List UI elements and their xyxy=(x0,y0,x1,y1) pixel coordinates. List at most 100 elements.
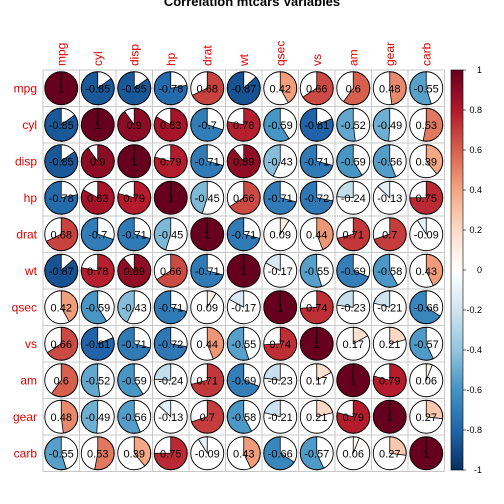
cell-carb-vs: -0.57 xyxy=(299,436,334,471)
pie-outline xyxy=(372,363,407,398)
pie-outline xyxy=(153,290,188,325)
cell-mpg-carb: -0.55 xyxy=(409,71,444,106)
cell-value-label: -0.66 xyxy=(268,448,293,460)
pie-outline xyxy=(80,144,115,179)
pie-outline xyxy=(372,326,407,361)
pie-outline xyxy=(44,180,79,215)
cell-hp-cyl: 0.83 xyxy=(80,180,115,215)
cell-value-label: -0.49 xyxy=(377,120,402,132)
cell-value-label: -0.45 xyxy=(158,229,183,241)
cell-vs-carb: -0.57 xyxy=(409,326,444,361)
cell-carb-disp: 0.39 xyxy=(117,436,152,471)
pie-outline xyxy=(117,107,152,142)
cell-value-label: 0.48 xyxy=(379,83,400,95)
cell-hp-disp: 0.79 xyxy=(117,180,152,215)
cell-hp-mpg: -0.78 xyxy=(44,180,79,215)
cell-cyl-hp: 0.83 xyxy=(153,107,188,142)
pie-outline xyxy=(226,180,261,215)
pie-outline xyxy=(153,363,188,398)
row-label-vs: vs xyxy=(25,337,37,351)
pie-outline xyxy=(263,71,298,106)
pie-outline xyxy=(44,253,79,288)
cell-hp-carb: 0.75 xyxy=(409,180,444,215)
pie-outline xyxy=(117,436,152,471)
cell-disp-vs: -0.71 xyxy=(299,144,334,179)
cell-value-label: 0.17 xyxy=(306,375,327,387)
pie-outline xyxy=(44,326,79,361)
cell-value-label: -0.45 xyxy=(195,193,220,205)
cell-value-label: -0.71 xyxy=(304,156,329,168)
pie-outline xyxy=(409,71,444,106)
pie-outline xyxy=(190,144,225,179)
colorbar-tick-label: 0 xyxy=(477,265,482,275)
cell-gear-drat: 0.7 xyxy=(190,399,225,434)
column-label-mpg: mpg xyxy=(54,43,68,66)
cell-disp-drat: -0.71 xyxy=(190,144,225,179)
pie-outline xyxy=(80,180,115,215)
cell-value-label: -0.59 xyxy=(85,302,110,314)
cell-value-label: -0.85 xyxy=(49,156,74,168)
cell-carb-am: 0.06 xyxy=(336,436,371,471)
pie-outline xyxy=(336,144,371,179)
cell-carb-carb: 1 xyxy=(409,436,444,471)
cell-value-label: -0.81 xyxy=(85,339,110,351)
cell-carb-gear: 0.27 xyxy=(372,436,407,471)
cell-value-label: 0.66 xyxy=(51,339,72,351)
cell-value-label: -0.78 xyxy=(158,83,183,95)
cell-value-label: -0.55 xyxy=(49,448,74,460)
cell-wt-am: -0.69 xyxy=(336,253,371,288)
pie-outline xyxy=(372,107,407,142)
cell-value-label: -0.55 xyxy=(304,266,329,278)
colorbar-tick-label: 0.2 xyxy=(469,225,482,235)
cell-mpg-disp: -0.85 xyxy=(117,71,152,106)
cell-am-disp: -0.59 xyxy=(117,363,152,398)
cell-cyl-gear: -0.49 xyxy=(372,107,407,142)
cell-value-label: 0.9 xyxy=(127,120,142,132)
cell-mpg-mpg: 1 xyxy=(44,71,79,106)
cell-wt-mpg: -0.87 xyxy=(44,253,79,288)
cell-value-label: 0.66 xyxy=(160,266,181,278)
pie-outline xyxy=(80,217,115,252)
pie-outline xyxy=(153,217,188,252)
cell-wt-hp: 0.66 xyxy=(153,253,188,288)
cell-cyl-carb: 0.53 xyxy=(409,107,444,142)
cell-value-label: -0.21 xyxy=(377,302,402,314)
pie-outline xyxy=(336,399,371,434)
cell-mpg-am: 0.6 xyxy=(336,71,371,106)
cell-am-cyl: -0.52 xyxy=(80,363,115,398)
cell-value-label: 0.89 xyxy=(124,266,145,278)
cell-cyl-qsec: -0.59 xyxy=(263,107,298,142)
cell-value-label: -0.85 xyxy=(122,83,147,95)
cell-vs-hp: -0.72 xyxy=(153,326,188,361)
cell-value-label: -0.81 xyxy=(304,120,329,132)
colorbar-tick-label: 1 xyxy=(477,65,482,75)
pie-outline xyxy=(372,399,407,434)
pie-outline xyxy=(372,217,407,252)
pie-outline xyxy=(299,326,334,361)
pie-outline xyxy=(153,107,188,142)
cell-drat-cyl: -0.7 xyxy=(80,217,115,252)
row-label-wt: wt xyxy=(24,264,38,278)
pie-outline xyxy=(372,144,407,179)
pie-outline xyxy=(299,144,334,179)
cell-mpg-vs: 0.66 xyxy=(299,71,334,106)
pie-outline xyxy=(44,290,79,325)
cell-value-label: -0.85 xyxy=(49,120,74,132)
labels-layer: mpg cyl disp hp drat wt qsec vs am gear carb mpg cyl… xyxy=(12,41,434,461)
cell-value-label: 0.79 xyxy=(343,412,364,424)
cell-mpg-hp: -0.78 xyxy=(153,71,188,106)
cell-value-label: -0.49 xyxy=(85,412,110,424)
row-label-carb: carb xyxy=(14,446,38,460)
colorbar-tick-label: -0.6 xyxy=(466,385,482,395)
cell-value-label: 0.79 xyxy=(379,375,400,387)
column-label-gear: gear xyxy=(383,42,397,66)
cell-value-label: 0.71 xyxy=(343,229,364,241)
pie-outline xyxy=(409,290,444,325)
cell-value-label: 0.89 xyxy=(233,156,254,168)
pie-outline xyxy=(336,217,371,252)
cell-value-label: 0.44 xyxy=(197,339,218,351)
cell-drat-wt: -0.71 xyxy=(226,217,261,252)
pie-outline xyxy=(117,180,152,215)
cell-cyl-drat: -0.7 xyxy=(190,107,225,142)
pie-outline xyxy=(409,363,444,398)
